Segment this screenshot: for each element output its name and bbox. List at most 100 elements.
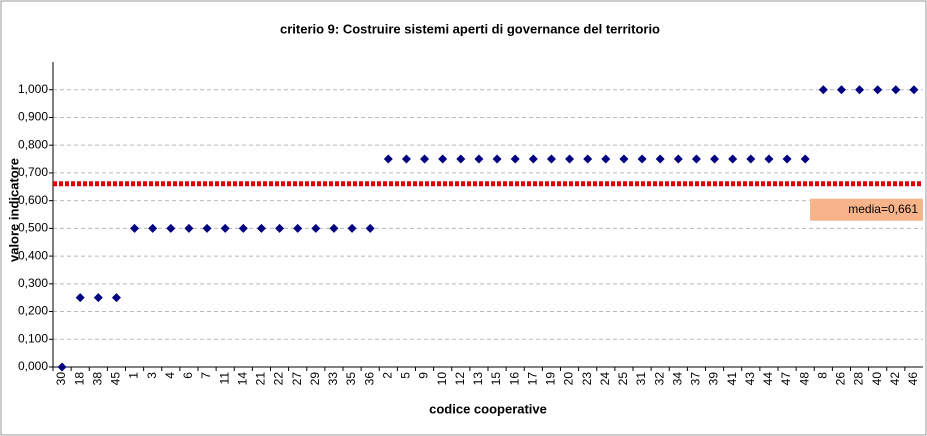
x-tick-label: 29 (308, 372, 322, 386)
point (329, 223, 339, 233)
x-tick-label: 40 (870, 372, 884, 386)
x-tick-label: 30 (54, 372, 68, 386)
point (583, 154, 593, 164)
y-tick-label: 0,900 (18, 110, 48, 124)
point (800, 154, 810, 164)
x-tick-label: 12 (453, 372, 467, 386)
x-tick-label: 37 (689, 372, 703, 386)
x-tick-label: 33 (326, 372, 340, 386)
point (275, 223, 285, 233)
point (456, 154, 466, 164)
point (637, 154, 647, 164)
x-tick-label: 28 (852, 372, 866, 386)
x-tick-label: 22 (272, 372, 286, 386)
point (401, 154, 411, 164)
y-tick-label: 0,500 (18, 221, 48, 235)
point (873, 85, 883, 95)
x-tick-label: 43 (743, 372, 757, 386)
y-tick-label: 0,300 (18, 276, 48, 290)
x-tick-label: 36 (362, 372, 376, 386)
x-tick-label: 3 (145, 372, 159, 379)
x-tick-label: 47 (779, 372, 793, 386)
x-tick-label: 39 (707, 372, 721, 386)
x-tick-label: 44 (761, 372, 775, 386)
x-tick-label: 15 (489, 372, 503, 386)
y-tick-label: 0,200 (18, 304, 48, 318)
y-tick-label: 0,700 (18, 165, 48, 179)
x-tick-label: 11 (217, 372, 231, 385)
x-tick-label: 38 (90, 372, 104, 386)
point (365, 223, 375, 233)
x-tick-label: 41 (725, 372, 739, 386)
x-tick-label: 5 (399, 372, 413, 379)
point (565, 154, 575, 164)
x-tick-label: 32 (652, 372, 666, 386)
x-axis-title: codice cooperative (429, 401, 547, 416)
x-tick-label: 4 (163, 372, 177, 379)
point (764, 154, 774, 164)
point (909, 85, 919, 95)
x-tick-label: 21 (254, 372, 268, 386)
x-tick-label: 48 (797, 372, 811, 386)
chart-title: criterio 9: Costruire sistemi aperti di … (280, 21, 660, 36)
annotation-box (810, 198, 923, 221)
point (655, 154, 665, 164)
x-tick-label: 34 (670, 372, 684, 386)
x-tick-label: 35 (344, 372, 358, 386)
point (438, 154, 448, 164)
y-tick-label: 0,800 (18, 137, 48, 151)
y-tick-label: 0,000 (18, 359, 48, 373)
x-tick-label: 31 (634, 372, 648, 386)
point (691, 154, 701, 164)
point (546, 154, 556, 164)
x-tick-label: 20 (562, 372, 576, 386)
x-tick-label: 45 (109, 372, 123, 386)
x-tick-label: 14 (235, 372, 249, 386)
x-tick-label: 6 (181, 372, 195, 379)
x-tick-label: 8 (815, 372, 829, 379)
point (891, 85, 901, 95)
point (673, 154, 683, 164)
x-tick-label: 18 (72, 372, 86, 386)
point (238, 223, 248, 233)
point (111, 293, 121, 303)
point (492, 154, 502, 164)
point (836, 85, 846, 95)
point (293, 223, 303, 233)
point (57, 362, 67, 372)
point (148, 223, 158, 233)
point (528, 154, 538, 164)
x-tick-label: 2 (380, 372, 394, 379)
x-tick-label: 7 (199, 372, 213, 379)
x-tick-label: 26 (834, 372, 848, 386)
annotation: media=0,661 (848, 202, 918, 216)
point (855, 85, 865, 95)
x-tick-label: 17 (525, 372, 539, 386)
point (311, 223, 321, 233)
point (510, 154, 520, 164)
point (93, 293, 103, 303)
point (746, 154, 756, 164)
point (420, 154, 430, 164)
y-tick-label: 0,600 (18, 193, 48, 207)
point (184, 223, 194, 233)
x-tick-label: 16 (507, 372, 521, 386)
y-tick-label: 1,000 (18, 82, 48, 96)
x-tick-label: 10 (435, 372, 449, 386)
point (202, 223, 212, 233)
x-tick-label: 1 (127, 372, 141, 379)
point (75, 293, 85, 303)
x-tick-label: 24 (598, 372, 612, 386)
x-tick-label: 46 (906, 372, 920, 386)
point (474, 154, 484, 164)
point (220, 223, 230, 233)
x-tick-label: 23 (580, 372, 594, 386)
point (782, 154, 792, 164)
point (347, 223, 357, 233)
x-tick-label: 9 (417, 372, 431, 379)
point (256, 223, 266, 233)
point (728, 154, 738, 164)
point (383, 154, 393, 164)
